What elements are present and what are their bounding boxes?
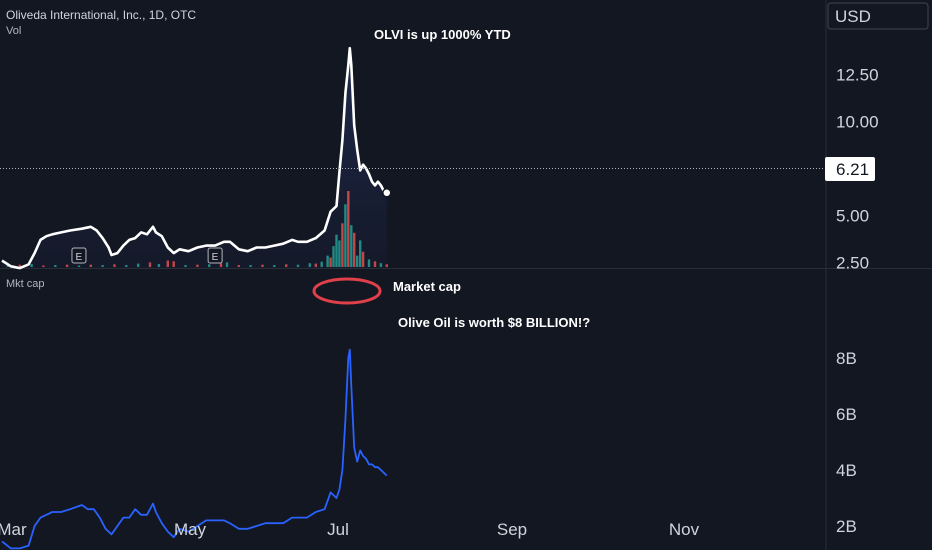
price-axis-tick: 12.50	[836, 66, 879, 85]
volume-bar	[273, 265, 276, 267]
volume-bar	[184, 265, 187, 267]
volume-bar	[208, 264, 211, 267]
volume-label[interactable]: Vol	[6, 25, 21, 37]
volume-bar	[18, 264, 21, 267]
symbol-title[interactable]: Oliveda International, Inc., 1D, OTC	[6, 8, 196, 22]
volume-bar	[373, 261, 377, 267]
volume-bar	[101, 265, 104, 267]
volume-bar	[6, 265, 10, 267]
volume-bar	[320, 261, 323, 267]
volume-bar	[172, 261, 175, 267]
earnings-marker[interactable]: E	[71, 247, 87, 264]
volume-bar	[332, 246, 335, 267]
price-series-line	[1, 46, 388, 270]
volume-bar	[341, 223, 344, 267]
volume-bar	[329, 257, 332, 267]
volume-bar	[125, 265, 128, 267]
last-price-value: 6.21	[836, 160, 869, 179]
volume-bar	[113, 264, 116, 267]
volume-bar	[219, 263, 223, 267]
earnings-marker-box[interactable]	[71, 247, 87, 264]
volume-bar	[30, 264, 33, 267]
volume-bar	[261, 264, 264, 267]
volume-bar	[344, 204, 347, 267]
volume-bar	[65, 264, 69, 267]
mktcap-annotation-title: Market cap	[393, 279, 461, 294]
mktcap-axis-tick: 2B	[836, 517, 857, 536]
currency-label[interactable]: USD	[835, 7, 871, 26]
volume-bar	[166, 260, 169, 267]
mktcap-axis-tick: 4B	[836, 461, 857, 480]
volume-bar	[54, 265, 57, 267]
time-axis-tick: Sep	[497, 520, 527, 539]
volume-bar	[296, 264, 300, 267]
price-axis-tick: 10.00	[836, 113, 879, 132]
volume-bar	[335, 234, 338, 267]
time-axis-tick: Nov	[669, 520, 700, 539]
last-price-badge	[825, 157, 875, 181]
volume-bar	[42, 265, 45, 267]
mktcap-pane-label[interactable]: Mkt cap	[6, 278, 45, 290]
volume-bar	[225, 262, 229, 267]
currency-button[interactable]	[827, 2, 929, 30]
earnings-marker-label[interactable]: E	[75, 252, 82, 263]
mktcap-annotation-note: Olive Oil is worth $8 BILLION!?	[398, 315, 590, 330]
mktcap-series-line	[1, 348, 388, 550]
volume-bar	[237, 265, 240, 267]
volume-bar	[338, 240, 341, 267]
earnings-marker-box[interactable]	[207, 247, 223, 264]
volume-bar	[353, 232, 356, 267]
time-axis-tick: May	[174, 520, 207, 539]
price-area-fill	[2, 48, 387, 269]
volume-bar	[137, 263, 140, 267]
volume-bar	[379, 263, 383, 267]
price-axis-tick: 5.00	[836, 207, 869, 226]
time-axis-tick: Jul	[327, 520, 349, 539]
time-axis-tick: Mar	[0, 520, 27, 539]
volume-bar	[314, 263, 317, 267]
volume-bar	[347, 191, 350, 267]
earnings-marker[interactable]: E	[207, 247, 223, 264]
volume-bar	[367, 259, 371, 267]
price-axis-tick: 2.50	[836, 254, 869, 273]
earnings-marker-label[interactable]: E	[212, 252, 219, 263]
volume-bar	[285, 264, 288, 267]
volume-bar	[249, 265, 252, 267]
volume-bar	[196, 264, 199, 267]
volume-bar	[77, 265, 81, 267]
volume-bar	[148, 262, 152, 267]
price-annotation: OLVI is up 1000% YTD	[374, 27, 511, 42]
mktcap-axis-tick: 6B	[836, 405, 857, 424]
volume-bar	[359, 240, 362, 267]
volume-bar	[361, 251, 365, 267]
last-price-dot	[382, 188, 392, 198]
volume-bar	[326, 255, 329, 267]
volume-bar	[350, 225, 353, 267]
volume-bar	[308, 263, 311, 267]
volume-bar	[356, 255, 359, 267]
peak-highlight-circle	[312, 277, 382, 305]
volume-bar	[157, 264, 161, 267]
mktcap-axis-tick: 8B	[836, 349, 857, 368]
volume-bar	[385, 264, 388, 267]
volume-bar	[89, 264, 92, 267]
